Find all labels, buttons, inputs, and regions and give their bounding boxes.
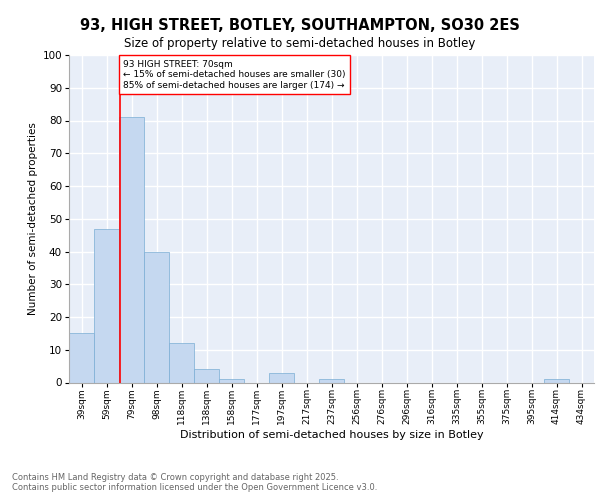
Bar [69, 334, 94, 382]
Bar [94, 228, 119, 382]
Bar [544, 379, 569, 382]
Bar [194, 370, 219, 382]
Bar [269, 372, 294, 382]
Y-axis label: Number of semi-detached properties: Number of semi-detached properties [28, 122, 38, 315]
Bar [119, 117, 144, 382]
Text: Contains HM Land Registry data © Crown copyright and database right 2025.
Contai: Contains HM Land Registry data © Crown c… [12, 473, 377, 492]
X-axis label: Distribution of semi-detached houses by size in Botley: Distribution of semi-detached houses by … [179, 430, 484, 440]
Bar [144, 252, 169, 382]
Bar [169, 343, 194, 382]
Text: 93 HIGH STREET: 70sqm
← 15% of semi-detached houses are smaller (30)
85% of semi: 93 HIGH STREET: 70sqm ← 15% of semi-deta… [123, 60, 346, 90]
Bar [219, 379, 244, 382]
Bar [319, 379, 344, 382]
Text: Size of property relative to semi-detached houses in Botley: Size of property relative to semi-detach… [124, 38, 476, 51]
Text: 93, HIGH STREET, BOTLEY, SOUTHAMPTON, SO30 2ES: 93, HIGH STREET, BOTLEY, SOUTHAMPTON, SO… [80, 18, 520, 32]
